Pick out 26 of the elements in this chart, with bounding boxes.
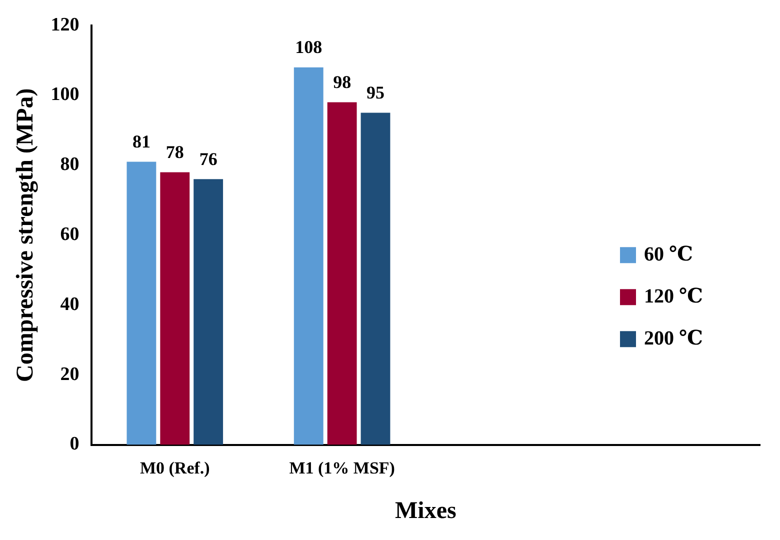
y-tick-label: 40 <box>60 294 80 315</box>
data-label: 108 <box>295 36 322 57</box>
data-label: 98 <box>333 72 352 92</box>
bar <box>360 112 390 445</box>
data-label: 95 <box>366 82 384 102</box>
bar <box>126 162 156 445</box>
y-tick-label: 120 <box>50 14 80 36</box>
x-tick-label: M0 (Ref.) <box>140 458 210 478</box>
y-tick-label: 0 <box>70 434 80 455</box>
y-axis-title: Compressive strength (MPa) <box>12 88 39 382</box>
data-label: 78 <box>166 142 184 162</box>
legend-label: 200 ℃ <box>644 327 703 350</box>
y-tick-label: 60 <box>60 224 80 246</box>
y-tick-label: 20 <box>60 364 80 385</box>
legend-label: 120 ℃ <box>644 285 703 308</box>
data-label: 76 <box>199 148 218 169</box>
x-axis-title: Mixes <box>394 498 456 524</box>
y-tick-label: 80 <box>60 154 80 176</box>
legend-label: 60 ℃ <box>644 243 693 266</box>
bar <box>327 102 357 445</box>
bar <box>160 172 190 445</box>
bar <box>294 67 324 445</box>
y-tick-label: 100 <box>50 84 80 106</box>
x-tick-label: M1 (1% MSF) <box>289 458 395 478</box>
bar <box>194 179 224 445</box>
data-label: 81 <box>132 131 150 152</box>
